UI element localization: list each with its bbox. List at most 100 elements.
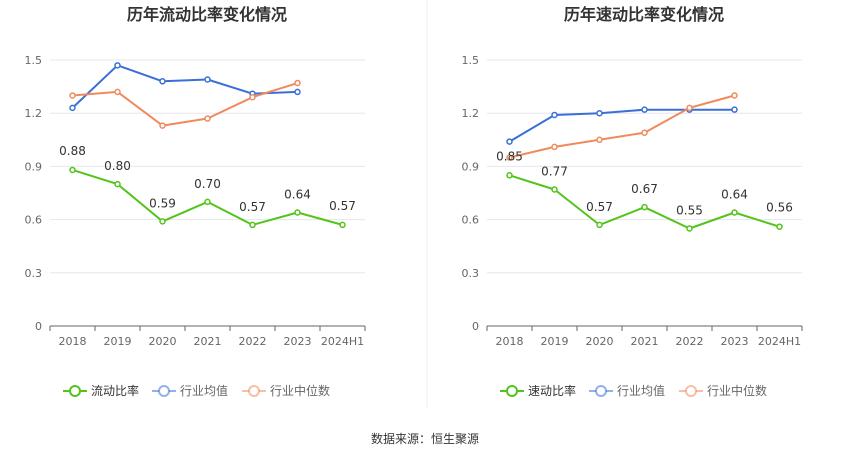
data-point [204,76,211,83]
legend-label: 速动比率 [528,383,576,398]
data-point [69,166,76,174]
legend-marker-icon [158,385,170,397]
data-source: 数据来源：恒生聚源 [371,431,479,446]
x-tick-label: 2018 [59,335,87,348]
x-tick-label: 2021 [631,335,659,348]
chart-title: 历年速动比率变化情况 [564,5,724,24]
x-tick-label: 2021 [194,335,222,348]
legend-marker-icon [506,385,518,397]
data-point [551,111,558,119]
data-point [249,93,256,101]
data-point [204,115,211,122]
x-tick-label: 2019 [541,335,569,348]
y-tick-label: 0 [35,320,42,333]
data-point [686,104,693,112]
data-point [294,209,301,216]
x-tick-label: 2020 [586,335,614,348]
x-tick-label: 2023 [284,335,312,348]
data-point [731,92,738,99]
data-point [551,186,558,193]
data-point [596,136,603,144]
data-label: 0.57 [329,199,356,213]
legend-item[interactable]: 行业均值 [152,383,228,398]
legend-item[interactable]: 行业中位数 [679,383,767,398]
data-label: 0.57 [586,200,613,214]
legend-label: 行业均值 [180,383,228,398]
y-tick-label: 0.3 [462,267,480,280]
x-tick-label: 2024H1 [758,335,801,348]
data-point [641,203,648,211]
y-tick-label: 1.5 [25,54,43,67]
data-point [339,221,346,229]
data-label: 0.56 [766,201,793,215]
legend-label: 行业中位数 [270,383,330,398]
data-point [249,221,256,229]
data-label: 0.64 [284,188,311,202]
legend-label: 行业均值 [617,383,665,398]
y-tick-label: 1.2 [462,107,480,120]
data-label: 0.85 [496,149,523,163]
chart-title: 历年流动比率变化情况 [127,5,287,24]
data-point [159,78,166,85]
legend-item[interactable]: 行业均值 [589,383,665,398]
x-tick-label: 2019 [104,335,132,348]
data-label: 0.67 [631,182,658,196]
data-label: 0.70 [194,177,221,191]
quick-ratio-chart: 历年速动比率变化情况 0 0.3 0.6 0.9 1.2 1.5 2018 2019 2020 20… [462,5,803,398]
data-point [69,104,76,112]
data-label: 0.80 [104,159,131,173]
legend-label: 行业中位数 [707,383,767,398]
data-point [506,138,513,145]
y-tick-label: 0.3 [25,267,43,280]
data-point [69,92,76,99]
legend-marker-icon [685,385,697,397]
data-point [159,218,166,225]
x-tick-label: 2018 [496,335,524,348]
data-point [506,172,513,179]
data-label: 0.59 [149,196,176,210]
legend-marker-icon [248,385,260,397]
current-ratio-chart: 历年流动比率变化情况 0 0.3 0.6 0.9 1.2 1.5 2018 2019 2020 20… [25,5,366,398]
data-point [114,62,121,69]
data-point [114,180,121,188]
data-point [641,106,648,113]
y-tick-label: 0.9 [25,160,43,173]
x-tick-label: 2020 [149,335,177,348]
data-point [294,88,301,96]
data-label: 0.57 [239,200,266,214]
legend-item[interactable]: 流动比率 [63,383,139,398]
legend-item[interactable]: 速动比率 [500,383,576,398]
data-label: 0.55 [676,203,703,217]
series-line-行业均值 [508,108,735,143]
data-point [506,154,513,161]
y-tick-label: 1.5 [462,54,480,67]
data-label: 0.77 [541,164,568,178]
data-label: 0.64 [721,188,748,202]
x-tick-label: 2022 [676,335,704,348]
y-tick-label: 0.9 [462,160,480,173]
x-tick-label: 2023 [721,335,749,348]
data-point [596,221,603,229]
legend-marker-icon [595,385,607,397]
legend-marker-icon [69,385,81,397]
x-tick-label: 2022 [239,335,267,348]
data-point [294,79,301,87]
data-point [204,198,211,206]
x-tick-label: 2024H1 [321,335,364,348]
data-point [731,106,738,113]
data-point [551,143,558,151]
y-tick-label: 0.6 [25,214,43,227]
legend-item[interactable]: 行业中位数 [242,383,330,398]
legend-label: 流动比率 [91,383,139,398]
data-point [114,88,121,96]
data-point [686,225,693,232]
series-line-行业均值 [71,64,298,109]
data-label: 0.88 [59,144,86,158]
data-point [159,122,166,129]
data-point [596,109,603,117]
y-tick-label: 0.6 [462,214,480,227]
series-line-行业中位数 [72,82,298,127]
data-point [641,129,648,136]
